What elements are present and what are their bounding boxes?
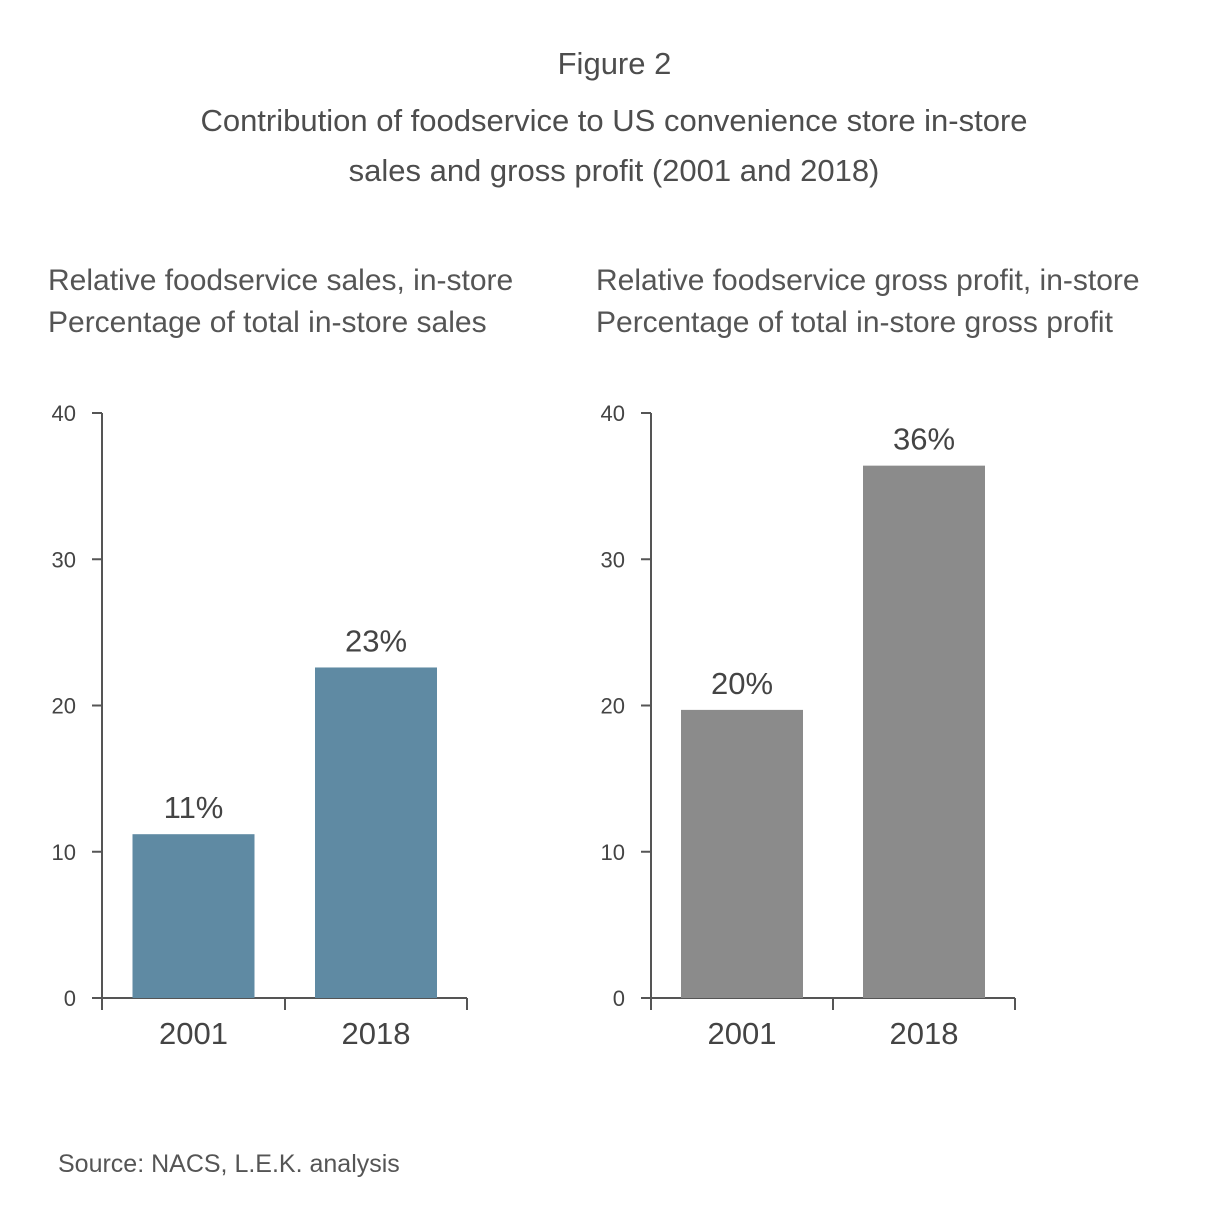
left-y-tick-label: 20 — [52, 694, 76, 719]
left-x-tick-label: 2001 — [159, 1016, 228, 1051]
right-data-label: 36% — [893, 422, 955, 457]
left-bar — [132, 834, 255, 998]
right-y-tick-label: 30 — [601, 547, 625, 572]
right-panel-heading: Relative foodservice gross profit, in-st… — [596, 260, 1140, 344]
chart-title-line-1: Contribution of foodservice to US conven… — [200, 103, 1028, 138]
right-data-label: 20% — [711, 666, 773, 701]
figure-label: Figure 2 — [557, 46, 672, 81]
right-y-tick-label: 10 — [601, 840, 625, 865]
right-y-tick-label: 40 — [601, 401, 625, 426]
left-panel-subtitle: Percentage of total in-store sales — [48, 306, 487, 339]
right-y-tick-label: 0 — [613, 986, 625, 1011]
right-x-tick-label: 2001 — [708, 1016, 777, 1051]
left-y-tick-label: 30 — [52, 547, 76, 572]
right-panel-title: Relative foodservice gross profit, in-st… — [596, 264, 1140, 297]
chart-title-line-2: sales and gross profit (2001 and 2018) — [348, 153, 880, 188]
left-x-tick-label: 2018 — [342, 1016, 411, 1051]
right-y-tick-label: 20 — [601, 694, 625, 719]
left-data-label: 23% — [345, 623, 407, 658]
left-panel-heading: Relative foodservice sales, in-store Per… — [48, 260, 513, 344]
right-bar — [863, 465, 985, 998]
right-x-tick-label: 2018 — [890, 1016, 959, 1051]
left-y-tick-label: 40 — [52, 401, 76, 426]
chart-title: Contribution of foodservice to US conven… — [114, 96, 1114, 196]
left-data-label: 11% — [164, 790, 224, 825]
left-bar — [315, 667, 437, 998]
right-panel-subtitle: Percentage of total in-store gross profi… — [596, 306, 1113, 339]
source-note: Source: NACS, L.E.K. analysis — [58, 1150, 400, 1178]
left-panel-title: Relative foodservice sales, in-store — [48, 264, 514, 297]
right-bar — [681, 709, 803, 998]
left-y-tick-label: 10 — [52, 840, 76, 865]
left-y-tick-label: 0 — [64, 986, 76, 1011]
